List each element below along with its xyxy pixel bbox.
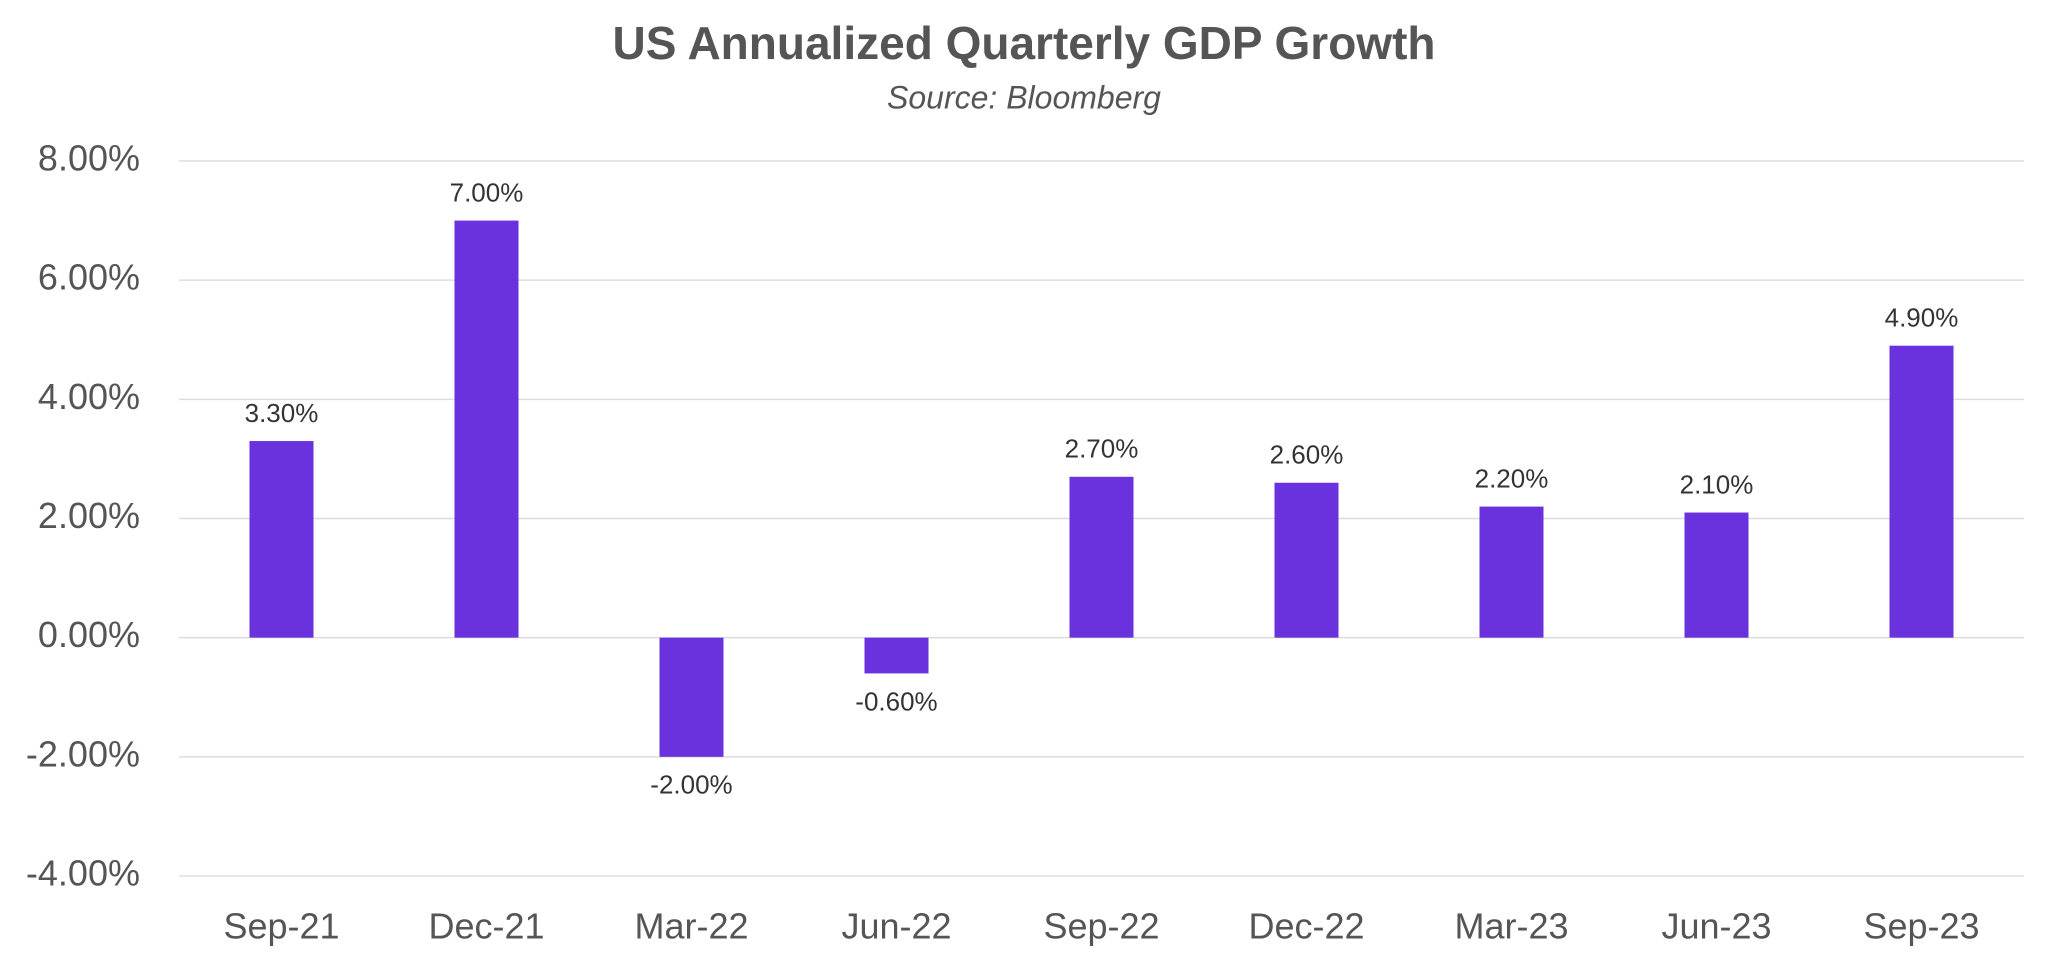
bar	[454, 220, 519, 638]
chart-subtitle: Source: Bloomberg	[887, 79, 1161, 115]
y-tick-label: 0.00%	[38, 614, 140, 655]
value-label: 2.20%	[1475, 463, 1549, 493]
value-label: 2.60%	[1270, 440, 1344, 470]
bar	[1889, 345, 1954, 638]
value-label: 2.10%	[1680, 469, 1754, 499]
value-label: 2.70%	[1065, 434, 1139, 464]
x-tick-label: Jun-22	[841, 906, 951, 947]
x-tick-label: Sep-21	[223, 906, 339, 947]
y-tick-label: -2.00%	[26, 733, 140, 774]
bar	[864, 637, 929, 674]
bar	[249, 441, 314, 638]
x-tick-label: Sep-23	[1863, 906, 1979, 947]
value-label: 4.90%	[1885, 303, 1959, 333]
y-tick-label: 2.00%	[38, 495, 140, 536]
y-tick-label: 4.00%	[38, 376, 140, 417]
bar	[1069, 476, 1134, 638]
value-label: -0.60%	[855, 686, 937, 716]
x-tick-label: Dec-21	[428, 906, 544, 947]
x-tick-label: Jun-23	[1661, 906, 1771, 947]
value-label: 3.30%	[245, 398, 319, 428]
y-tick-label: 6.00%	[38, 257, 140, 298]
x-tick-label: Mar-22	[634, 906, 748, 947]
chart-title: US Annualized Quarterly GDP Growth	[612, 17, 1435, 69]
bar	[1274, 482, 1339, 638]
x-tick-label: Sep-22	[1043, 906, 1159, 947]
value-label: 7.00%	[450, 177, 524, 207]
bar	[659, 637, 724, 757]
x-tick-label: Mar-23	[1454, 906, 1568, 947]
value-label: -2.00%	[650, 770, 732, 800]
y-tick-label: -4.00%	[26, 853, 140, 894]
bar	[1684, 512, 1749, 638]
x-tick-label: Dec-22	[1248, 906, 1364, 947]
bar	[1479, 506, 1544, 638]
y-tick-label: 8.00%	[38, 138, 140, 179]
